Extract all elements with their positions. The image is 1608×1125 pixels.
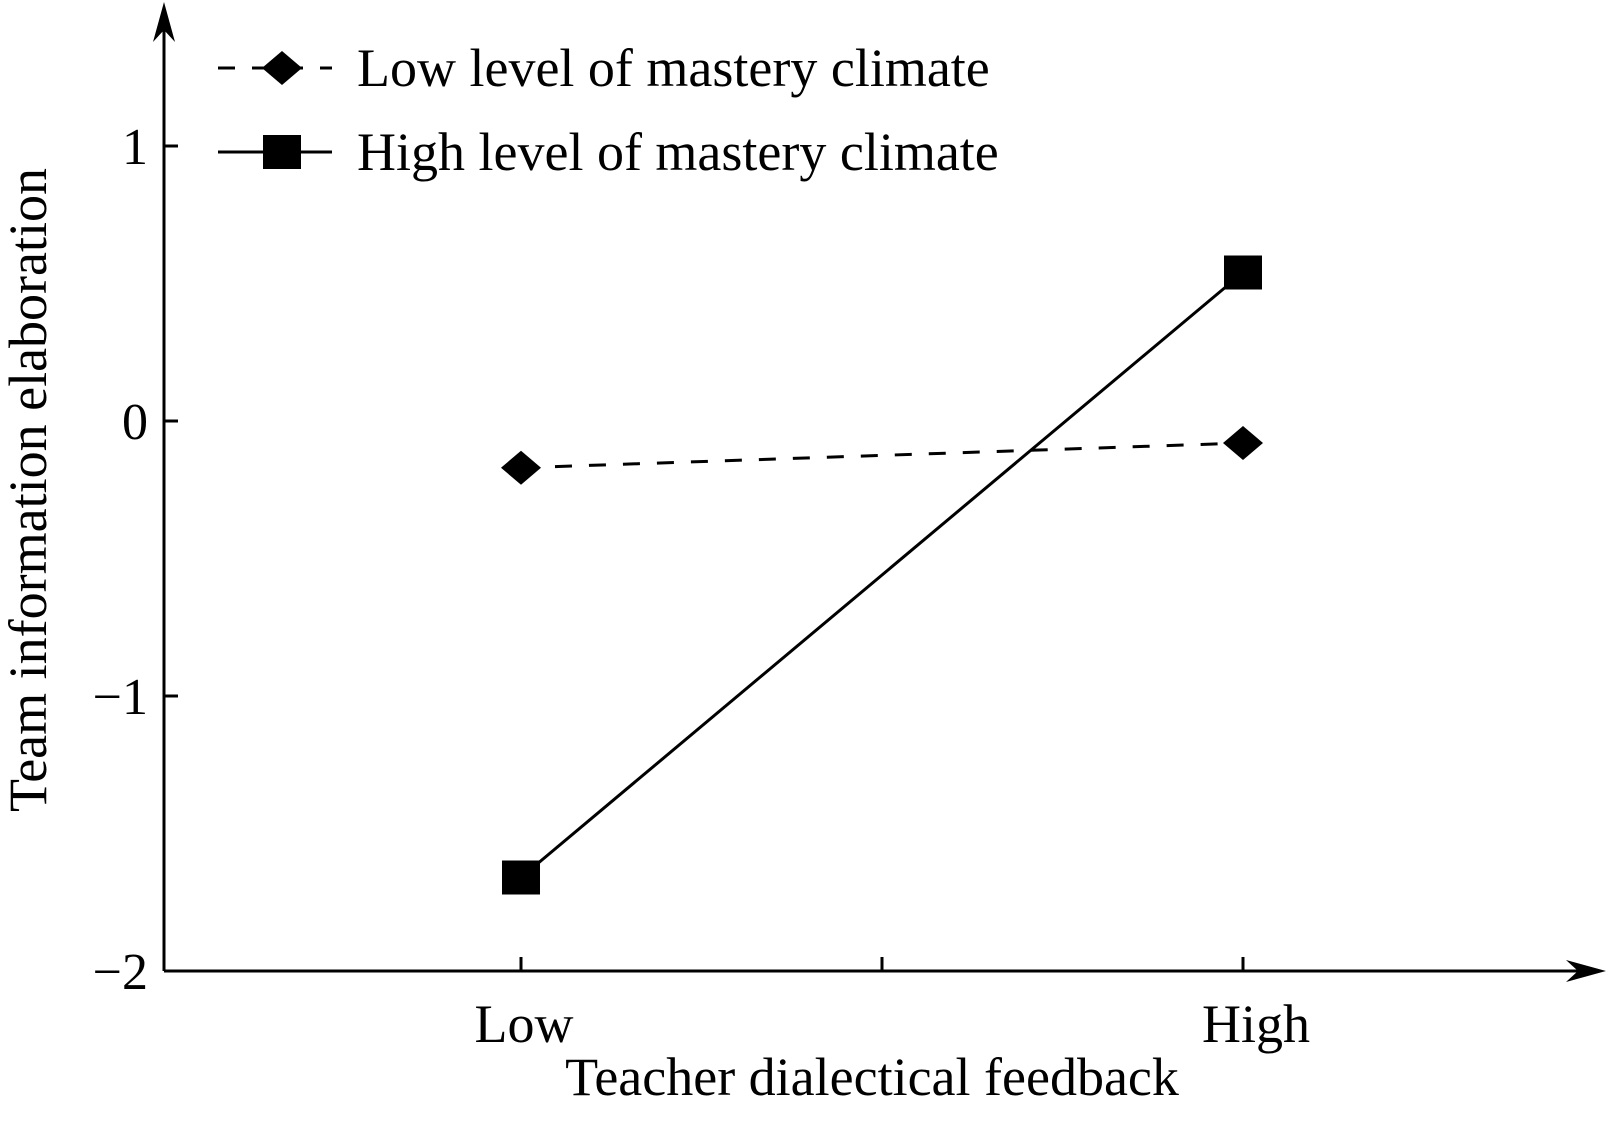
series-high-mastery [502,255,1262,895]
legend-label: High level of mastery climate [357,122,999,182]
legend-item: High level of mastery climate [218,122,999,182]
series-low-mastery [501,426,1263,485]
axes: 1 0 −1 −2 Low High [93,2,1606,1054]
y-tick-label: 0 [122,394,148,451]
legend: Low level of mastery climate High level o… [218,38,999,182]
series-layer [501,255,1263,895]
legend-diamond-marker [262,51,302,85]
square-marker [502,860,540,895]
x-axis-arrow-icon [1566,960,1606,982]
y-tick-label: −1 [93,669,148,726]
legend-label: Low level of mastery climate [357,38,990,98]
x-tick-label: High [1202,994,1310,1054]
y-tick-label: −2 [93,944,148,1001]
diamond-marker [1223,426,1263,460]
legend-square-marker [263,135,301,169]
x-tick-label: Low [475,994,574,1054]
series-line [520,441,1244,470]
series-line [520,271,1244,879]
y-axis-arrow-icon [153,2,175,42]
y-axis-title: Team information elaboration [0,168,58,812]
x-axis-title: Teacher dialectical feedback [565,1047,1179,1107]
legend-item: Low level of mastery climate [218,38,990,98]
diamond-marker [501,450,541,485]
square-marker [1224,255,1262,290]
y-tick-label: 1 [122,119,148,176]
